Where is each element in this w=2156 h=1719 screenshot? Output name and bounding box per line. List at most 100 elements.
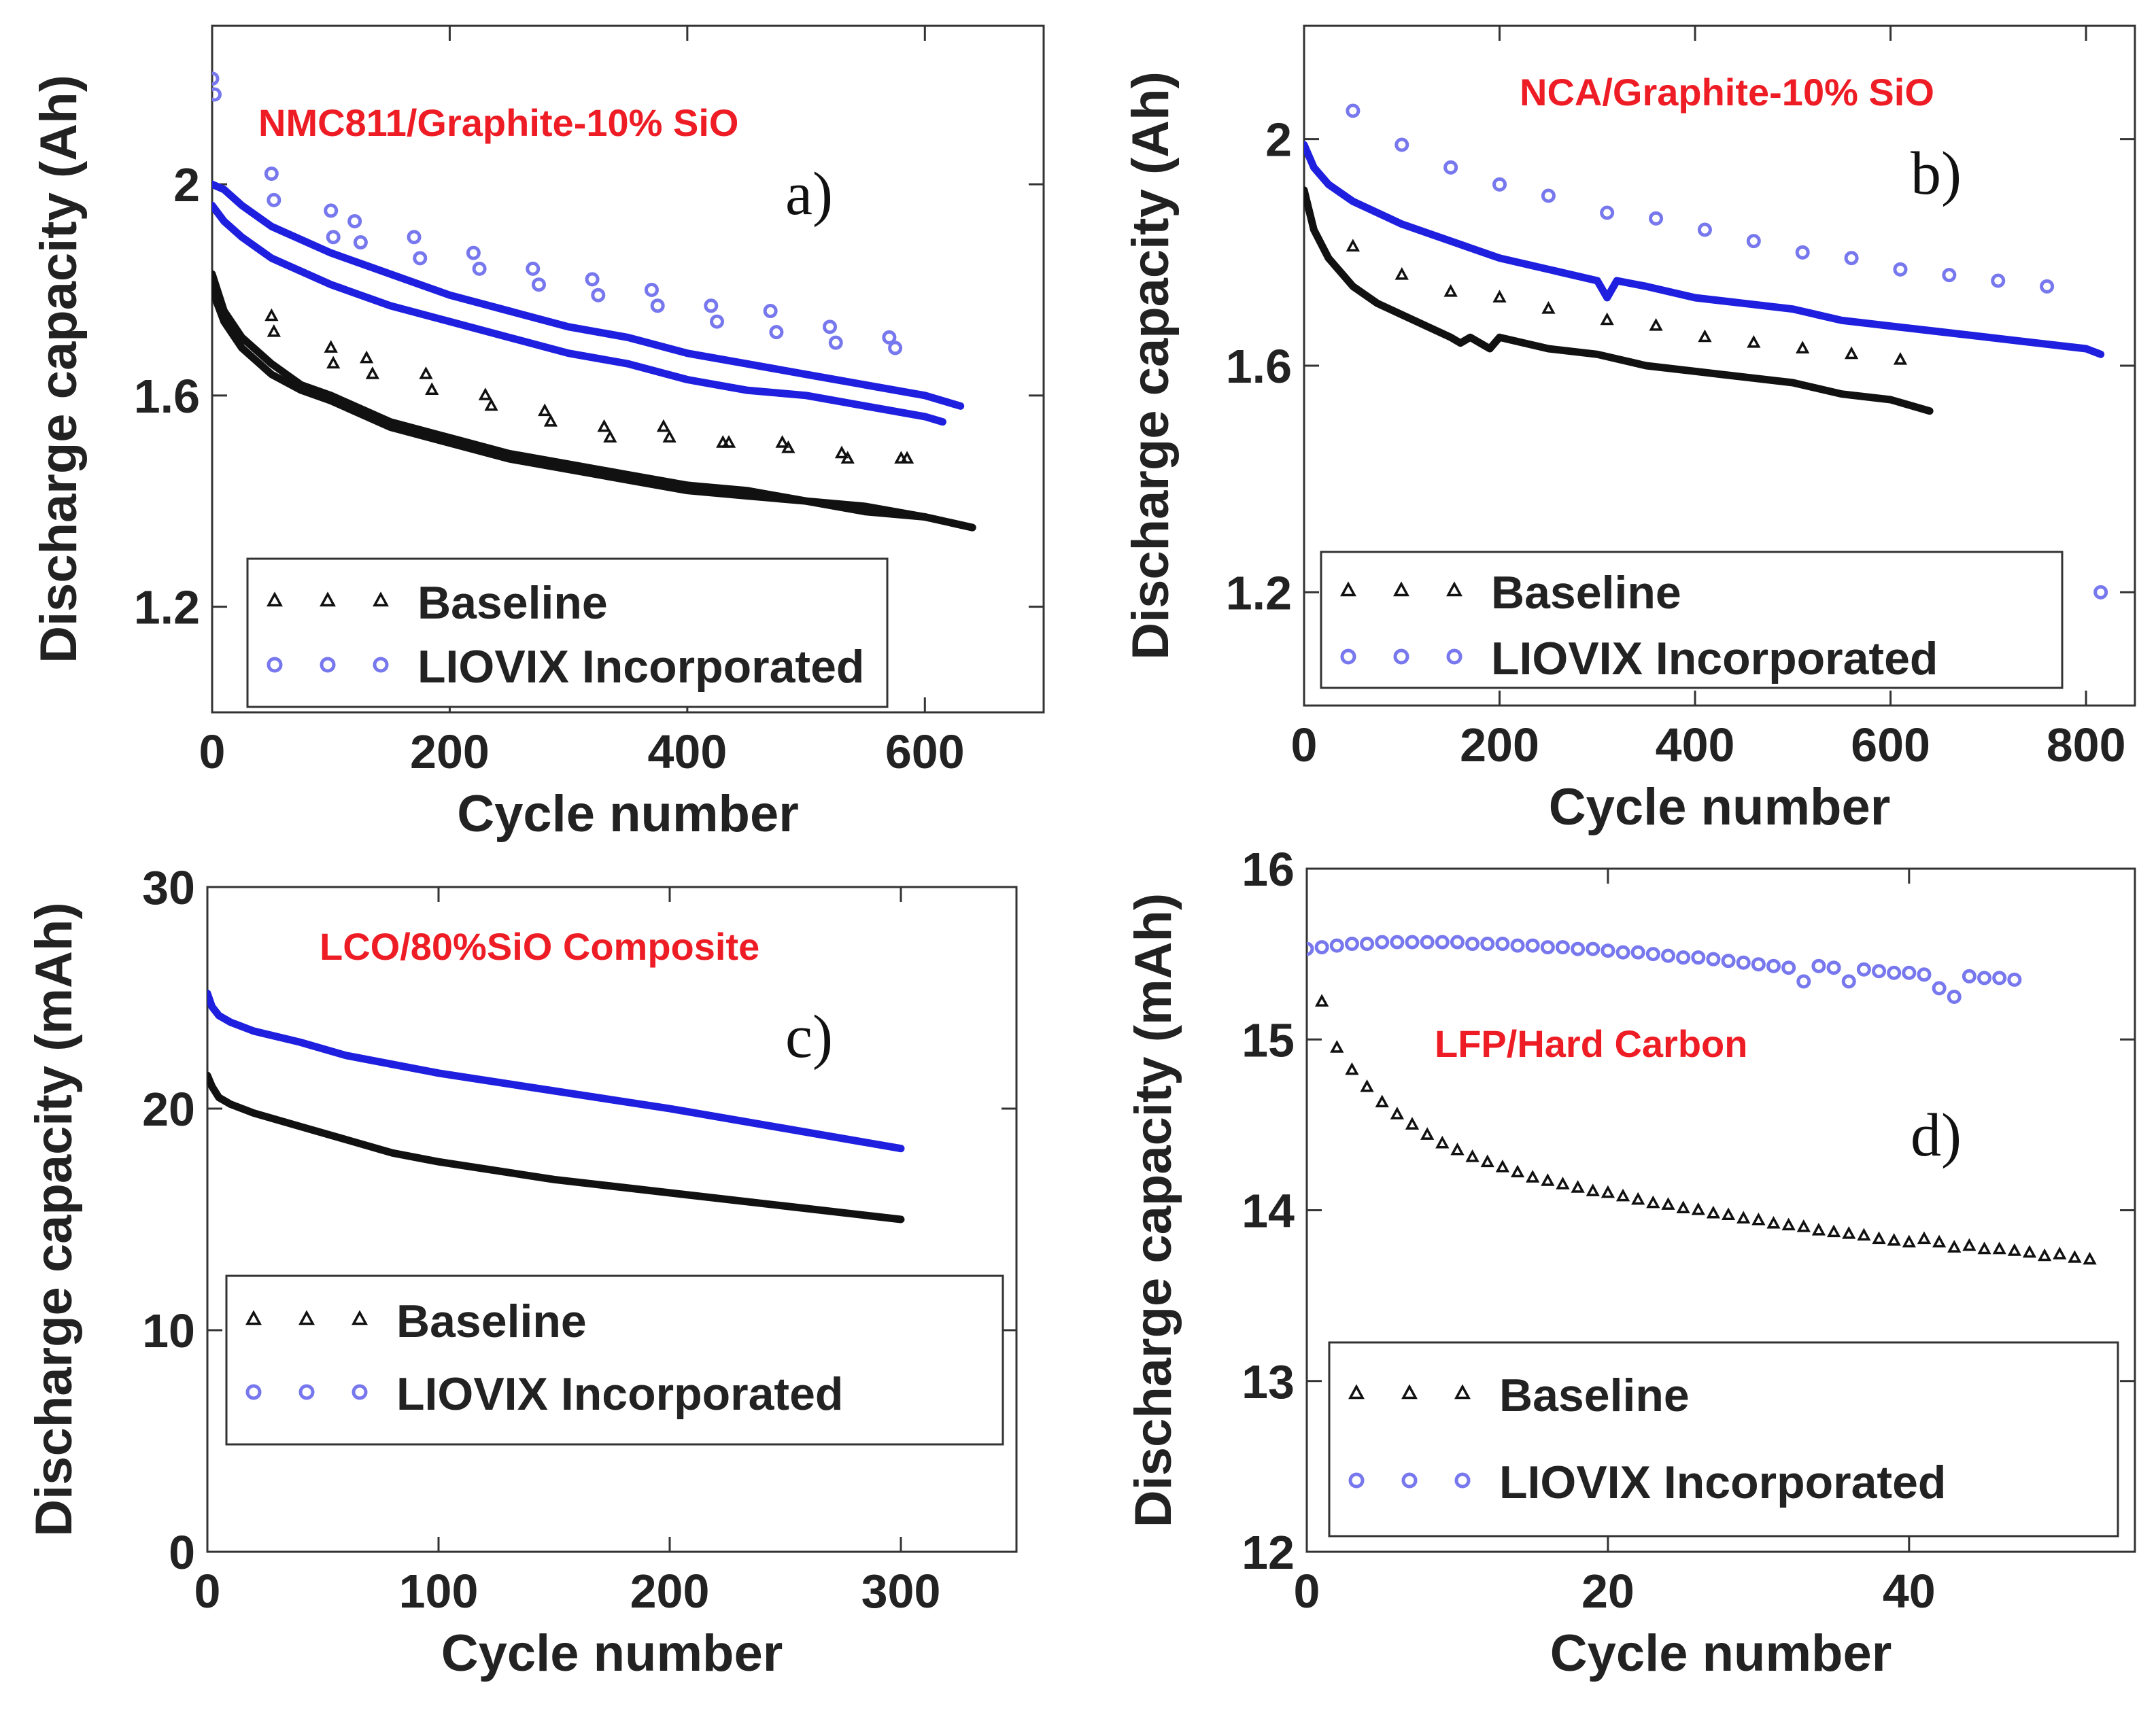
baseline-point — [1917, 1231, 1932, 1245]
baseline-point — [425, 382, 439, 396]
baseline-point — [1844, 346, 1859, 360]
liovix-point — [1601, 943, 1615, 958]
x-axis-title: Cycle number — [1550, 1625, 1892, 1682]
baseline-point — [2037, 1248, 2052, 1262]
baseline-point — [478, 387, 492, 400]
baseline-point — [1600, 312, 1614, 326]
baseline-point — [1480, 1154, 1494, 1168]
panel-title: NMC811/Graphite-10% SiO — [258, 101, 738, 144]
baseline-point — [1691, 1202, 1705, 1215]
baseline-point — [1435, 1135, 1450, 1149]
legend-marker-liovix — [1340, 648, 1356, 665]
x-tick-label: 200 — [630, 1565, 710, 1618]
legend-label-baseline: Baseline — [1499, 1370, 1690, 1421]
baseline-point — [419, 366, 433, 379]
liovix-point — [1344, 937, 1359, 952]
liovix-point — [1932, 981, 1947, 996]
liovix-point — [1360, 937, 1375, 952]
legend-box — [1328, 1341, 2119, 1538]
panel-a: 0 200 400 600 1.2 1.6 2 Cycle number Discharge c… — [30, 24, 1045, 843]
baseline-line — [207, 1071, 905, 1223]
x-tick-label: 300 — [861, 1565, 941, 1618]
legend-marker-baseline — [1348, 1384, 1365, 1400]
panel-title: LCO/80%SiO Composite — [320, 925, 759, 968]
x-axis-title: Cycle number — [441, 1625, 783, 1682]
liovix-point — [2007, 972, 2022, 987]
y-tick-label: 1.2 — [134, 581, 200, 634]
x-tick-label: 400 — [647, 725, 727, 778]
liovix-point — [1991, 273, 2006, 288]
baseline-point — [1360, 1079, 1374, 1092]
panel-label: c) — [785, 1003, 833, 1071]
y-axis-title: Discharge capacity (mAh) — [1125, 893, 1182, 1527]
liovix-point — [710, 314, 725, 329]
baseline-point — [1661, 1197, 1675, 1210]
baseline-point — [326, 355, 341, 369]
y-axis-title: Discharge capacity (Ah) — [30, 75, 88, 663]
liovix-point — [1540, 940, 1555, 955]
liovix-point — [1697, 222, 1712, 237]
y-tick-label: 1.2 — [1226, 566, 1292, 619]
baseline-point — [2022, 1245, 2037, 1258]
baseline-point — [900, 451, 914, 464]
panel-title: NCA/Graphite-10% SiO — [1520, 71, 1934, 114]
baseline-point — [1766, 1215, 1781, 1229]
liovix-point — [1887, 965, 1902, 980]
x-tick-label: 0 — [1291, 718, 1318, 771]
baseline-point — [1796, 341, 1810, 353]
baseline-point — [1345, 1062, 1359, 1075]
liovix-point — [1495, 937, 1510, 952]
liovix-point — [1676, 950, 1691, 965]
liovix-point — [888, 341, 903, 355]
liovix-point — [1992, 971, 2007, 986]
liovix-point — [353, 235, 368, 250]
liovix-point — [1541, 188, 1556, 203]
liovix-point — [1329, 938, 1344, 953]
liovix-point — [267, 192, 281, 207]
legend-marker-liovix — [1454, 1472, 1471, 1489]
x-axis-title: Cycle number — [457, 785, 799, 843]
y-tick-label: 2 — [173, 158, 200, 211]
baseline-point — [1443, 284, 1458, 297]
legend-marker-baseline — [320, 591, 336, 607]
liovix-point — [1947, 989, 1962, 1004]
baseline-point — [1492, 290, 1507, 302]
baseline-point — [775, 435, 789, 448]
baseline-point — [2083, 1251, 2097, 1265]
liovix-point — [2093, 585, 2108, 600]
liovix-point — [2040, 279, 2055, 294]
legend-marker-liovix — [245, 1384, 262, 1400]
x-tick-label: 0 — [1294, 1565, 1320, 1618]
liovix-point — [1450, 935, 1465, 950]
x-tick-label: 200 — [410, 725, 490, 778]
liovix-point — [212, 87, 222, 102]
liovix-point — [1977, 971, 1992, 986]
liovix-point — [407, 230, 422, 245]
baseline-point — [1450, 1142, 1465, 1156]
baseline-point — [1314, 994, 1329, 1007]
baseline-point — [2053, 1247, 2067, 1260]
liovix-point — [526, 261, 541, 276]
baseline-line — [212, 286, 976, 532]
liovix-point — [1649, 211, 1664, 226]
liovix-point — [1586, 941, 1601, 956]
liovix-point — [1571, 941, 1586, 956]
legend-marker-baseline — [1454, 1384, 1471, 1400]
baseline-point — [1811, 1222, 1826, 1236]
panel-label: b) — [1911, 140, 1962, 207]
baseline-point — [324, 340, 338, 353]
legend-marker-liovix — [373, 657, 389, 673]
liovix-point — [1615, 945, 1630, 960]
baseline-point — [1631, 1192, 1645, 1205]
legend-marker-baseline — [1401, 1384, 1418, 1400]
baseline-point — [1601, 1185, 1615, 1198]
data-layer — [1304, 103, 2108, 600]
plot-frame — [206, 886, 1018, 1553]
legend-marker-baseline — [1393, 581, 1409, 597]
data-layer — [1307, 935, 2097, 1265]
legend-label-baseline: Baseline — [396, 1296, 587, 1347]
legend-marker-liovix — [267, 657, 283, 673]
y-tick-label: 1.6 — [134, 370, 200, 423]
liovix-point — [1893, 262, 1908, 277]
